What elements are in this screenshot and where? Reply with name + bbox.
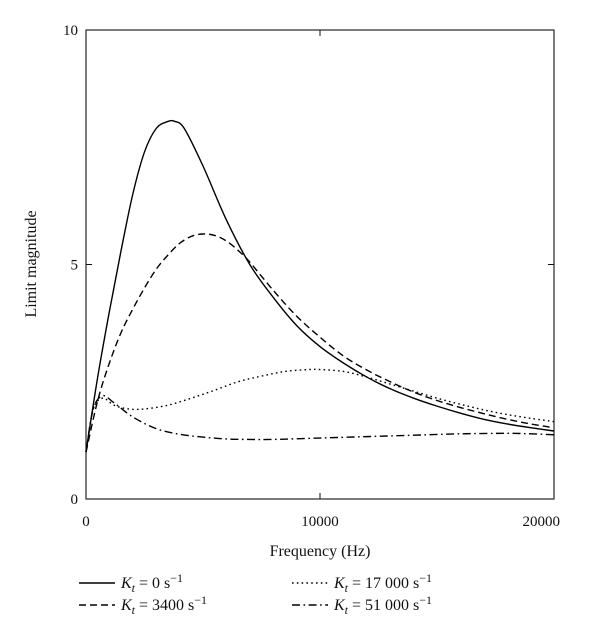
- y-tick-label: 5: [71, 258, 79, 274]
- y-axis: 0 5 10: [63, 23, 554, 508]
- legend: Kt = 0 s−1Kt = 3400 s−1 Kt = 17 000 s−1Kt…: [79, 571, 432, 617]
- legend-label-3: Kt = 17 000 s−1: [333, 571, 432, 595]
- y-axis-label: Limit magnitude: [23, 210, 40, 317]
- y-tick-label: 0: [71, 492, 79, 508]
- x-axis: 0 10000 20000: [82, 30, 560, 530]
- legend-label-1: Kt = 0 s−1: [120, 571, 183, 595]
- y-tick-label: 10: [63, 23, 78, 39]
- legend-label-4: Kt = 51 000 s−1: [333, 593, 432, 617]
- series-line-4: [85, 394, 555, 453]
- series-lines: [85, 119, 555, 453]
- x-tick-label: 20000: [523, 514, 561, 530]
- x-axis-label: Frequency (Hz): [270, 543, 371, 560]
- x-tick-label: 0: [82, 514, 90, 530]
- series-line-1: [85, 119, 555, 453]
- x-tick-label: 10000: [301, 514, 339, 530]
- legend-label-2: Kt = 3400 s−1: [120, 593, 207, 617]
- series-line-3: [85, 368, 555, 453]
- series-line-2: [85, 233, 555, 453]
